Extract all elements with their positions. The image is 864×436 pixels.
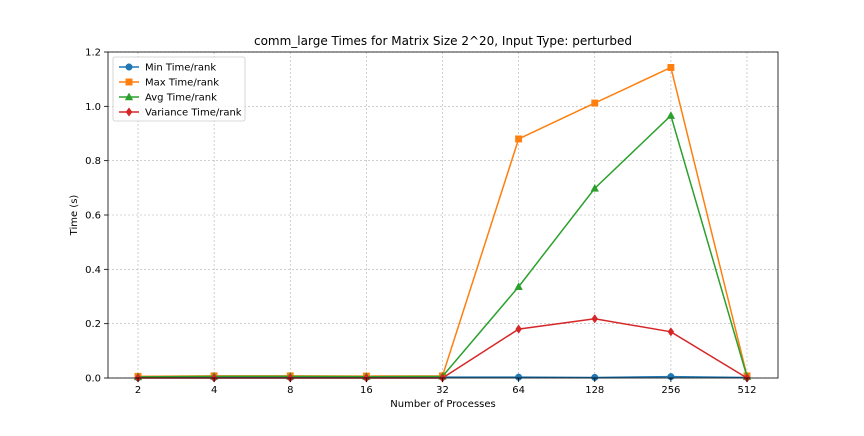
legend-label: Avg Time/rank: [145, 93, 217, 104]
x-axis-label: Number of Processes: [390, 399, 495, 410]
legend-marker: [125, 63, 133, 71]
x-tick-label: 8: [287, 385, 293, 396]
y-tick-label: 0.8: [85, 156, 101, 167]
legend-label: Min Time/rank: [145, 63, 216, 74]
y-tick-label: 1.2: [85, 48, 101, 59]
y-tick-label: 0.6: [85, 211, 101, 222]
x-tick-label: 128: [585, 385, 604, 396]
axes: 2 4 8 16 32 64 128 256 512 0.0 0.2 0.4 0.6 0.8 1.0 1.2: [85, 48, 756, 397]
legend-label: Max Time/rank: [145, 78, 219, 89]
y-tick-label: 0.0: [85, 374, 101, 385]
data-point: [590, 183, 599, 192]
data-point: [515, 324, 522, 334]
y-tick-label: 0.4: [85, 265, 101, 276]
data-point: [667, 64, 675, 71]
y-axis-label: Time (s): [69, 195, 80, 237]
x-tick-label: 2: [135, 385, 141, 396]
x-tick-label: 256: [661, 385, 680, 396]
legend-marker: [125, 107, 133, 117]
x-tick-label: 16: [360, 385, 373, 396]
legend-label: Variance Time/rank: [145, 108, 242, 119]
data-point: [515, 135, 523, 143]
x-tick-label: 64: [512, 385, 525, 396]
data-point: [666, 111, 676, 119]
legend-entry: Avg Time/rank: [119, 92, 217, 104]
data-point: [591, 99, 599, 107]
legend-marker: [124, 92, 134, 101]
legend-entry: Max Time/rank: [119, 78, 219, 89]
chart-title: comm_large Times for Matrix Size 2^20, I…: [254, 34, 632, 48]
legend-box: [112, 56, 246, 122]
x-tick-label: 4: [211, 385, 217, 396]
data-point: [667, 327, 675, 337]
legend: Min Time/rank Max Time/rank Avg Time/rank V…: [112, 56, 246, 122]
legend-entry: Min Time/rank: [119, 63, 216, 74]
x-tick-label: 512: [737, 385, 756, 396]
legend-entry: Variance Time/rank: [119, 107, 242, 119]
y-tick-label: 0.2: [85, 319, 101, 330]
legend-marker: [125, 78, 133, 86]
y-tick-label: 1.0: [85, 102, 101, 113]
data-point: [514, 282, 523, 290]
x-tick-label: 32: [436, 385, 449, 396]
data-point: [591, 314, 599, 324]
